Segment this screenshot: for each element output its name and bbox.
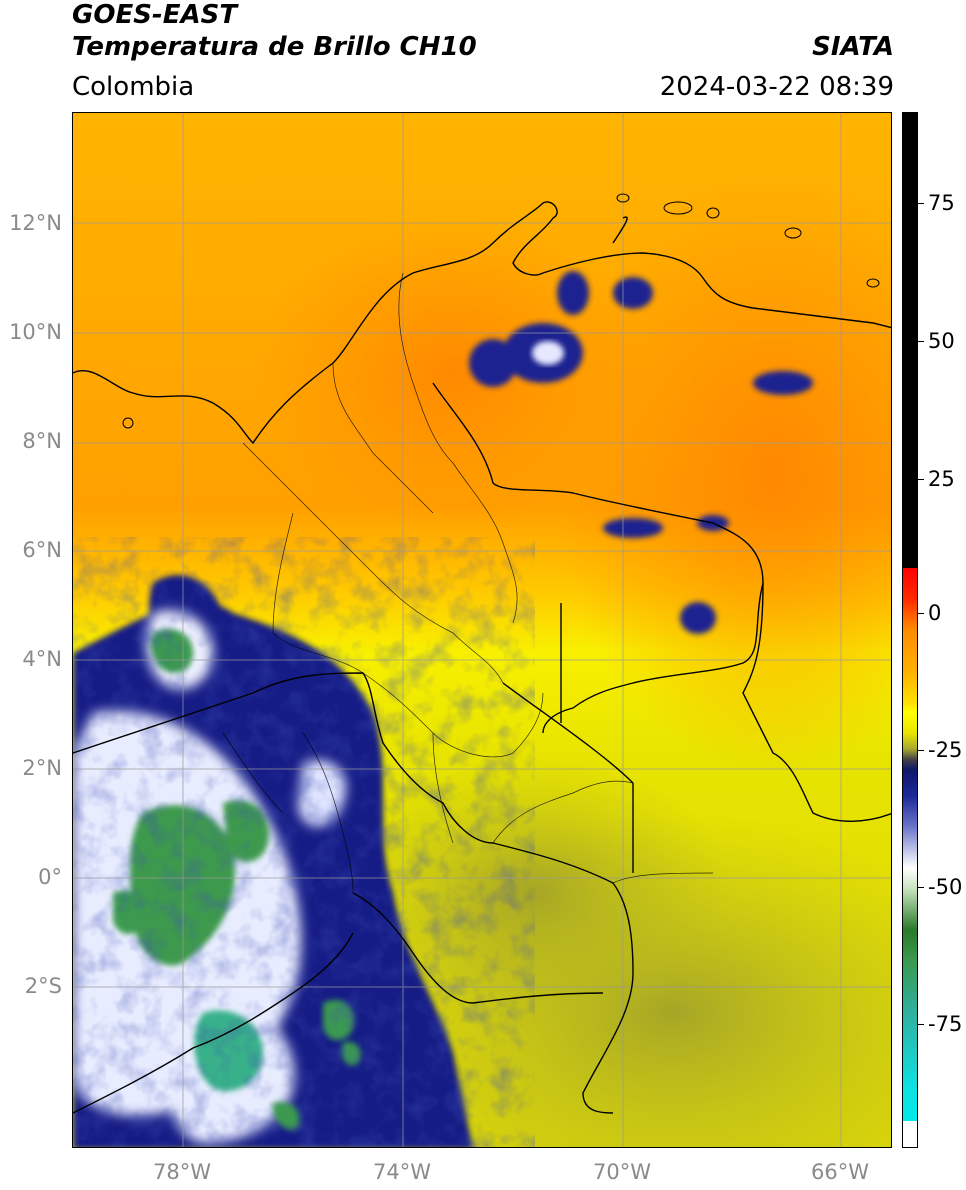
colorbar-label-50: 50 [928, 329, 955, 353]
country-borders [73, 201, 891, 1114]
colorbar-label-minus75: -75 [928, 1012, 963, 1036]
timestamp-label: 2024-03-22 08:39 [659, 72, 894, 102]
colorbar-label-minus50: -50 [928, 875, 963, 899]
department-borders [222, 272, 714, 894]
lon-label-78w: 78°W [153, 1160, 211, 1184]
lat-label-6n: 6°N [22, 538, 62, 562]
title-line-1: GOES-EAST [72, 0, 238, 30]
lat-label-2n: 2°N [22, 756, 62, 780]
title-line-2: Temperatura de Brillo CH10 [72, 32, 477, 62]
lat-label-0: 0° [38, 865, 62, 889]
lon-label-74w: 74°W [373, 1160, 431, 1184]
colorbar-label-0: 0 [928, 601, 942, 625]
lat-label-8n: 8°N [22, 429, 62, 453]
colorbar [902, 112, 918, 1148]
lat-label-10n: 10°N [9, 320, 62, 344]
colorbar-label-25: 25 [928, 467, 955, 491]
agency-label: SIATA [812, 32, 894, 62]
colorbar-label-minus25: -25 [928, 738, 963, 762]
lat-label-2s: 2°S [24, 974, 62, 998]
lon-label-66w: 66°W [811, 1160, 869, 1184]
region-label: Colombia [72, 72, 195, 102]
lat-label-4n: 4°N [22, 647, 62, 671]
island-outlines [122, 193, 880, 429]
lon-label-70w: 70°W [593, 1160, 651, 1184]
colorbar-label-75: 75 [928, 191, 955, 215]
satellite-map[interactable] [72, 112, 892, 1148]
lat-label-12n: 12°N [9, 211, 62, 235]
